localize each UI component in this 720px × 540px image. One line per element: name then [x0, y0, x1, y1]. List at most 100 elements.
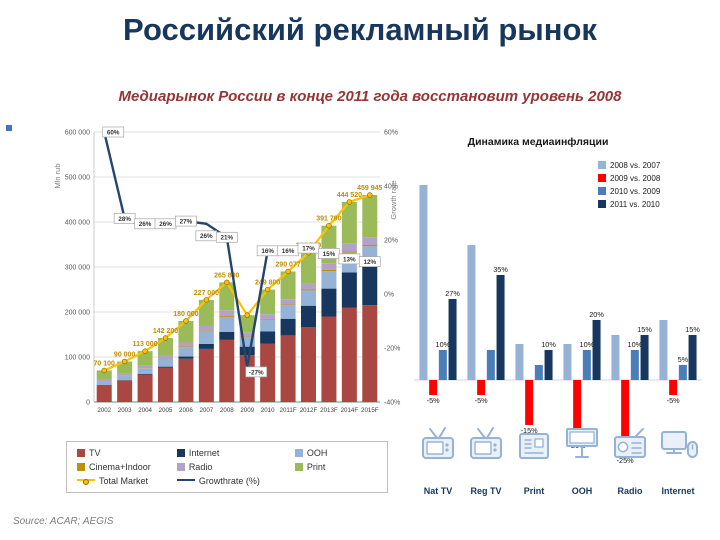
bar-segment-ooh: [96, 381, 112, 385]
y-axis-tick-left: 0: [86, 399, 90, 406]
total-market-value-label: 391 790: [316, 216, 341, 223]
legend-label: TV: [89, 448, 101, 458]
inflation-chart-title: Динамика медиаинфляции: [468, 136, 609, 148]
icon-part: [493, 448, 497, 452]
growth-value-label: 26%: [159, 221, 172, 228]
bar-radio-2008-vs-2007: [611, 335, 620, 380]
market-chart-legend: TV Internet OOH Cinema+Indoor Radio Print Tota…: [66, 441, 388, 493]
y-axis-tick-left: 600 000: [65, 129, 90, 136]
bar-segment-internet: [239, 346, 255, 356]
legend-item-radio: Radio: [176, 462, 291, 472]
growth-label-box: [318, 248, 340, 259]
total-market-marker: [142, 348, 148, 354]
bar-segment-internet: [158, 366, 173, 368]
total-market-marker: [183, 318, 189, 324]
y-axis-title-right: Growth rate: [389, 180, 398, 219]
bar-internet-2010-vs-2009: [678, 365, 687, 380]
bar-value-label: 15%: [637, 325, 652, 334]
bar-segment-internet: [137, 374, 153, 375]
bar-segment-print: [96, 370, 112, 380]
bar-internet-2008-vs-2007: [659, 320, 668, 380]
legend-label-2011-vs-2010: 2011 vs. 2010: [610, 200, 660, 209]
bar-value-label: 15%: [685, 325, 700, 334]
y-axis-tick-left: 500 000: [65, 174, 90, 181]
bar-segment-print: [239, 315, 255, 333]
bar-segment-print: [301, 252, 316, 284]
total-market-marker: [162, 335, 169, 341]
legend-label: Growthrate (%): [198, 476, 260, 486]
legend-swatch-2011-vs-2010: [598, 200, 606, 208]
bar-value-label: -15%: [521, 426, 539, 435]
bar-segment-print: [280, 271, 296, 300]
total-market-marker: [121, 358, 128, 365]
icon-part: [493, 443, 497, 447]
bar-print-2011-vs-2010: [544, 350, 553, 380]
total-market-value-label: 227 000: [194, 290, 219, 297]
y-axis-tick-left: 100 000: [65, 354, 90, 361]
legend-label-2010-vs-2009: 2010 vs. 2009: [610, 187, 661, 196]
total-market-value-label: 70 100: [94, 360, 116, 367]
legend-item-total-market: Total Market: [77, 476, 173, 486]
legend-label: Print: [306, 462, 326, 472]
bar-segment-radio: [96, 379, 112, 382]
bar-print-2009-vs-2008: [525, 380, 534, 425]
bar-segment-ooh: [158, 359, 173, 367]
bar-segment-internet: [280, 318, 296, 336]
bar-segment-cinema-indoor: [239, 336, 255, 338]
bar-segment-ooh: [137, 368, 153, 375]
legend-label: Radio: [188, 462, 213, 472]
icon-part: [634, 428, 644, 438]
total-market-value-label: 459 945: [357, 185, 382, 192]
bar-segment-tv: [137, 374, 153, 402]
bar-segment-radio: [341, 243, 357, 252]
bar-value-label: -5%: [667, 396, 680, 405]
bar-segment-internet: [198, 343, 214, 349]
icon-part: [617, 441, 629, 453]
growth-value-label: 27%: [180, 219, 193, 226]
bar-segment-ooh: [301, 290, 316, 306]
bar-segment-radio: [158, 355, 173, 360]
bar-segment-tv: [158, 367, 173, 402]
category-label-nat-tv: Nat TV: [424, 486, 453, 496]
y-axis-title-left: Mln rub: [53, 163, 62, 188]
bar-value-label: 5%: [678, 355, 689, 364]
bar-nat-tv-2009-vs-2008: [429, 380, 438, 395]
ooh-swatch: [294, 449, 303, 457]
bar-reg-tv-2008-vs-2007: [467, 245, 476, 380]
total-market-marker: [224, 279, 230, 286]
growth-value-label: 16%: [282, 248, 295, 255]
growth-value-label: 26%: [139, 221, 152, 228]
growth-value-label: 28%: [118, 216, 131, 223]
bar-reg-tv-2009-vs-2008: [477, 380, 486, 395]
icon-part: [474, 441, 492, 455]
x-axis-tick: 2015F: [361, 407, 379, 414]
print-icon: [519, 433, 549, 459]
growth-value-label: 13%: [343, 256, 356, 263]
internet-icon: [661, 431, 698, 458]
bar-nat-tv-2011-vs-2010: [448, 299, 457, 380]
category-label-ooh: OOH: [572, 486, 593, 496]
bar-ooh-2008-vs-2007: [563, 344, 572, 380]
bar-value-label: 10%: [436, 340, 451, 349]
legend-label: Total Market: [99, 476, 149, 486]
bar-segment-ooh: [117, 376, 133, 381]
bar-radio-2011-vs-2010: [640, 335, 649, 380]
icon-part: [438, 427, 446, 439]
icon-part: [445, 448, 449, 452]
bar-segment-cinema-indoor: [260, 318, 276, 320]
bar-segment-tv: [362, 305, 378, 402]
bar-segment-radio: [301, 283, 316, 290]
total-market-value-label: 444 520: [337, 192, 362, 199]
category-label-print: Print: [524, 486, 545, 496]
media-market-chart: 0 100 000 200 000 300 000 400 000 500 000 600 …: [50, 118, 402, 434]
bar-segment-ooh: [280, 305, 296, 319]
y-axis-tick-left: 300 000: [65, 264, 90, 271]
bar-segment-ooh: [239, 337, 255, 347]
bar-segment-internet: [341, 272, 357, 308]
x-axis-tick: 2012F: [300, 407, 318, 414]
x-axis-tick: 2009: [240, 407, 254, 414]
bar-segment-radio: [178, 342, 194, 347]
reg-tv-icon: [470, 427, 502, 459]
growth-value-label: 16%: [261, 248, 274, 255]
